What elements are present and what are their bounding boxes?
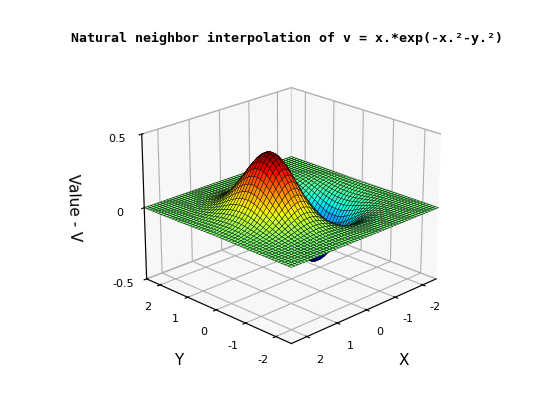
Y-axis label: Y: Y [174,353,184,368]
X-axis label: X: X [399,353,409,368]
Title: Natural neighbor interpolation of v = x.*exp(-x.²-y.²): Natural neighbor interpolation of v = x.… [71,32,503,45]
